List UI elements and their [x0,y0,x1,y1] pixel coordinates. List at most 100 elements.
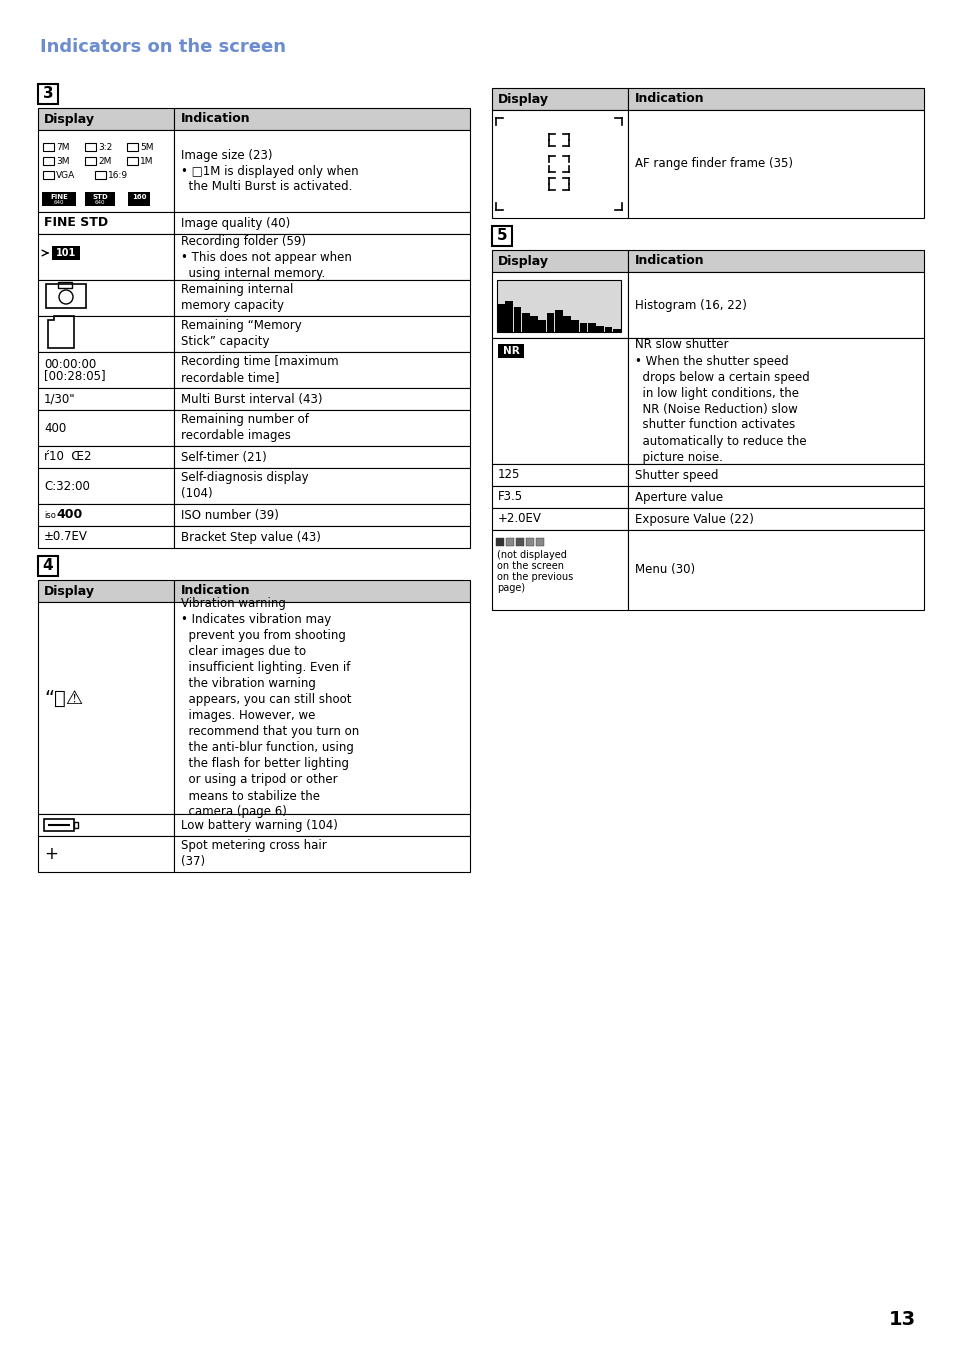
Text: Remaining internal
memory capacity: Remaining internal memory capacity [181,284,294,312]
Text: Self-diagnosis display
(104): Self-diagnosis display (104) [181,471,309,501]
Text: FINE STD: FINE STD [44,217,108,229]
Text: page): page) [497,584,524,593]
Bar [627,531,923,611]
Text: Display: Display [497,255,548,267]
Text: 640: 640 [94,201,105,205]
Bar [536,537,543,546]
Text: Indication: Indication [181,113,251,125]
Text: +2.0EV: +2.0EV [497,513,541,525]
Text: 125: 125 [497,468,519,482]
Bar [513,307,520,332]
Text: 3:2: 3:2 [98,142,112,152]
Bar [530,316,537,332]
Bar [496,537,503,546]
Text: FINE: FINE [50,194,68,199]
Bar [38,836,173,873]
Text: Indication: Indication [635,255,704,267]
Text: Exposure Value (22): Exposure Value (22) [635,513,753,525]
Text: on the previous: on the previous [497,573,573,582]
Bar [128,191,150,206]
Text: “Ⓣ⚠: “Ⓣ⚠ [44,688,83,707]
Text: Indication: Indication [181,585,251,597]
Text: ISO number (39): ISO number (39) [181,509,278,521]
Bar [173,410,470,446]
Text: Bracket Step value (43): Bracket Step value (43) [181,531,320,544]
Text: 16:9: 16:9 [108,171,128,179]
Text: Self-timer (21): Self-timer (21) [181,451,267,464]
Bar [38,84,58,104]
Bar [173,836,470,873]
Bar [492,88,627,110]
Bar [627,110,923,218]
Bar [173,814,470,836]
Bar [38,316,173,351]
Bar [497,304,504,332]
Bar [571,319,578,332]
Bar [579,323,587,332]
Bar [492,508,627,531]
Text: Histogram (16, 22): Histogram (16, 22) [635,299,746,312]
Bar [604,327,612,332]
Text: ŕ10  Œ2: ŕ10 Œ2 [44,451,91,464]
Text: Vibration warning
• Indicates vibration may
  prevent you from shooting
  clear : Vibration warning • Indicates vibration … [181,597,359,818]
Text: Aperture value: Aperture value [635,490,722,503]
Text: Remaining “Memory
Stick” capacity: Remaining “Memory Stick” capacity [181,319,301,349]
Bar [74,822,78,828]
Text: Indication: Indication [635,92,704,106]
Bar [38,233,173,280]
Text: Shutter speed: Shutter speed [635,468,718,482]
Bar [46,284,86,308]
Bar [173,527,470,548]
Text: STD: STD [92,194,108,199]
Bar [505,301,513,332]
Bar [627,88,923,110]
Bar [627,486,923,508]
Bar [85,191,115,206]
Text: Multi Burst interval (43): Multi Burst interval (43) [181,392,322,406]
Text: 400: 400 [56,509,82,521]
Text: Display: Display [497,92,548,106]
Bar [38,556,58,575]
Text: iso: iso [44,510,56,520]
Text: 4: 4 [43,559,53,574]
Text: 3M: 3M [56,156,70,166]
Text: 101: 101 [56,248,76,258]
Bar [627,508,923,531]
Text: [00:28:05]: [00:28:05] [44,369,106,383]
Text: on the screen: on the screen [497,560,563,571]
Bar [38,527,173,548]
Bar [492,250,627,271]
Text: NR: NR [502,346,518,356]
Bar [43,157,54,166]
Text: VGA: VGA [56,171,75,179]
Text: NR slow shutter
• When the shutter speed
  drops below a certain speed
  in low : NR slow shutter • When the shutter speed… [635,338,809,464]
Bar [596,326,603,332]
Text: Display: Display [44,585,95,597]
Bar [492,531,627,611]
Bar [38,280,173,316]
Bar [38,468,173,503]
Bar [505,537,514,546]
Bar [612,328,620,332]
Bar [43,171,54,179]
Bar [525,537,534,546]
Bar [497,280,620,332]
Text: 5: 5 [497,228,507,243]
Bar [173,603,470,814]
Bar [38,388,173,410]
Bar [38,212,173,233]
Bar [516,537,523,546]
Text: Image quality (40): Image quality (40) [181,217,290,229]
Bar [537,319,545,332]
Bar [38,579,173,603]
Bar [555,311,562,332]
Bar [42,191,76,206]
Bar [492,110,627,218]
Bar [38,410,173,446]
Text: Spot metering cross hair
(37): Spot metering cross hair (37) [181,840,327,868]
Bar [587,323,595,332]
Bar [43,142,54,151]
Text: 7M: 7M [56,142,70,152]
Bar [85,157,96,166]
Bar [173,388,470,410]
